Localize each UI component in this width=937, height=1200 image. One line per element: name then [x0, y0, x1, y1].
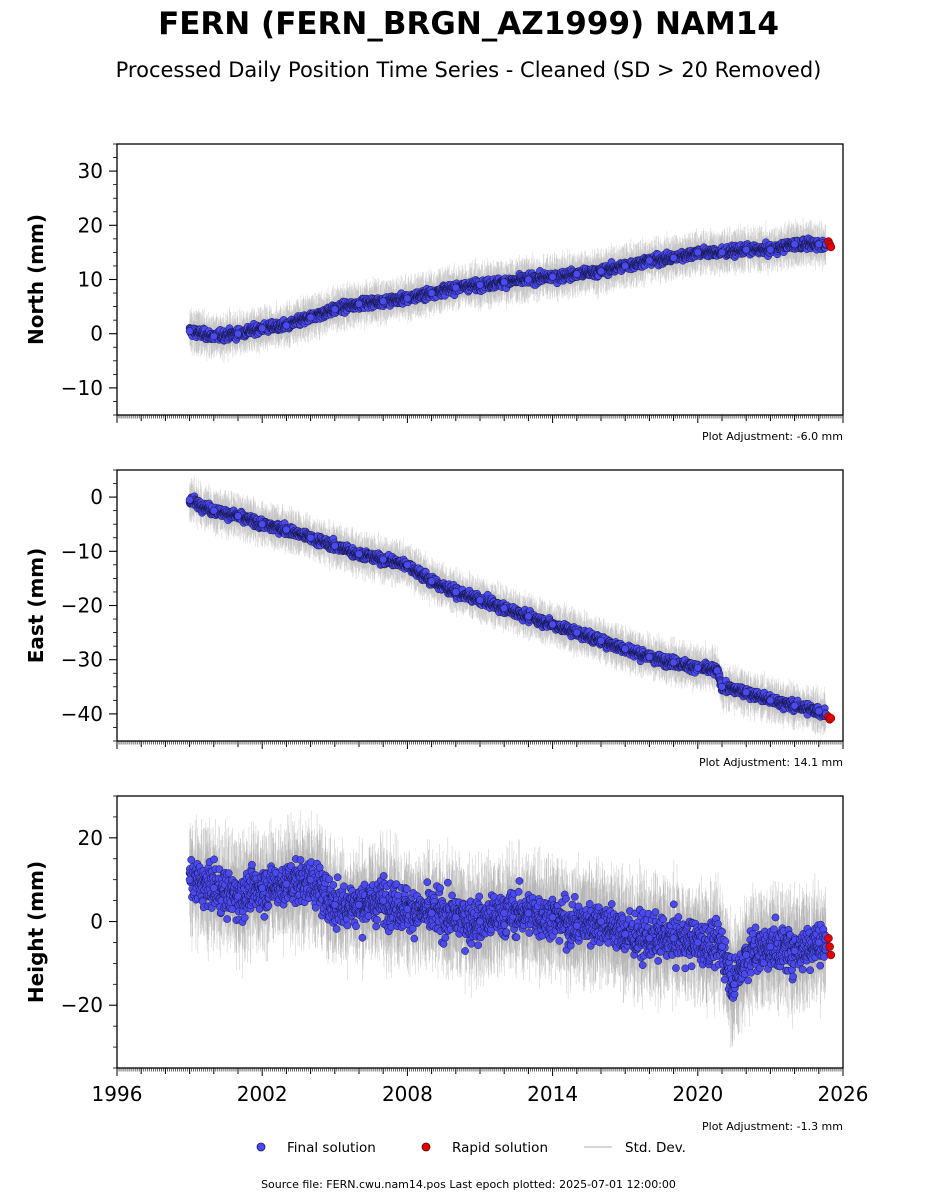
- data-point: [210, 855, 218, 864]
- final-point: [597, 636, 605, 645]
- y-tick-label: −40: [61, 702, 103, 726]
- panels: −10 0 10 20 30 North (mm) Plot Adjustment: -6.…: [24, 143, 868, 1133]
- final-point: [403, 561, 412, 569]
- data-point: [187, 855, 196, 864]
- final-point: [476, 281, 484, 289]
- final-point: [645, 256, 654, 265]
- final-point: [355, 300, 363, 308]
- final-point: [355, 550, 363, 558]
- plot-area-east: [185, 475, 836, 736]
- y-tick-label: 30: [78, 159, 103, 183]
- y-tick-label: 20: [78, 213, 103, 237]
- y-tick-label: −20: [61, 594, 103, 618]
- final-point: [330, 305, 339, 314]
- final-point: [693, 248, 702, 257]
- x-ticks-north: [116, 415, 844, 423]
- y-tick-label: −10: [61, 539, 103, 563]
- final-point: [718, 248, 726, 257]
- y-tick-label: 0: [90, 322, 103, 346]
- final-point: [766, 245, 775, 254]
- final-point: [306, 533, 315, 542]
- plot-adjustment-east: Plot Adjustment: 14.1 mm: [699, 756, 843, 769]
- final-point: [500, 278, 509, 287]
- final-point: [427, 289, 436, 297]
- y-tick-label: 10: [78, 268, 103, 292]
- final-point: [597, 267, 605, 276]
- final-point: [766, 696, 775, 705]
- rapid-point: [826, 242, 836, 252]
- final-point: [814, 240, 823, 249]
- final-point: [742, 245, 751, 254]
- points-north: [185, 234, 836, 345]
- final-point: [282, 321, 291, 330]
- final-point: [790, 240, 799, 249]
- final-point: [693, 663, 702, 672]
- final-point: [742, 688, 751, 697]
- y-tick-label: −10: [61, 376, 103, 400]
- final-point: [713, 666, 722, 675]
- plot-area-north: [185, 217, 836, 364]
- plot-area-height: [185, 809, 836, 1049]
- final-point: [524, 612, 533, 621]
- y-ticks-east: −40 −30 −20 −10 0: [61, 469, 117, 742]
- final-point: [621, 645, 630, 653]
- final-point: [451, 588, 460, 596]
- final-point: [669, 253, 678, 262]
- chart-title: FERN (FERN_BRGN_AZ1999) NAM14: [158, 6, 779, 42]
- final-point: [572, 628, 581, 637]
- final-point: [524, 275, 533, 284]
- final-point: [379, 297, 388, 306]
- final-point: [282, 525, 291, 534]
- final-point: [330, 542, 339, 550]
- final-point: [572, 270, 581, 278]
- final-point: [306, 313, 315, 322]
- final-point: [427, 577, 436, 585]
- chart-subtitle: Processed Daily Position Time Series - C…: [115, 58, 822, 82]
- final-point: [476, 596, 484, 604]
- plot-adjustment-north: Plot Adjustment: -6.0 mm: [702, 430, 843, 443]
- final-point: [258, 324, 267, 333]
- final-point: [718, 682, 726, 691]
- final-point: [548, 272, 557, 281]
- final-point: [451, 283, 460, 292]
- final-point: [234, 329, 242, 338]
- panel-north: −10 0 10 20 30 North (mm) Plot Adjustment: -6.…: [24, 143, 844, 443]
- final-point: [790, 701, 799, 710]
- final-point: [234, 512, 242, 520]
- y-tick-label: 0: [90, 485, 103, 509]
- final-point: [669, 658, 678, 667]
- y-tick-label: −30: [61, 648, 103, 672]
- rapid-point: [826, 713, 836, 723]
- final-point: [500, 604, 509, 613]
- final-point: [209, 332, 218, 341]
- final-point: [185, 327, 194, 335]
- final-point: [379, 555, 388, 564]
- final-point: [258, 520, 267, 529]
- y-axis-label-north: North (mm): [24, 214, 48, 345]
- final-point: [209, 506, 218, 515]
- points-east: [185, 492, 836, 724]
- final-point: [403, 294, 412, 303]
- final-point: [814, 707, 823, 716]
- final-point: [185, 495, 194, 504]
- y-axis-label-east: East (mm): [24, 548, 48, 664]
- y-ticks-north: −10 0 10 20 30: [61, 143, 117, 416]
- final-point: [645, 653, 654, 661]
- x-ticks-east: [116, 741, 844, 749]
- final-point: [548, 620, 557, 629]
- panel-east: −40 −30 −20 −10 0 East (mm) Plot Adjustment: 1…: [24, 469, 844, 769]
- final-point: [621, 262, 630, 270]
